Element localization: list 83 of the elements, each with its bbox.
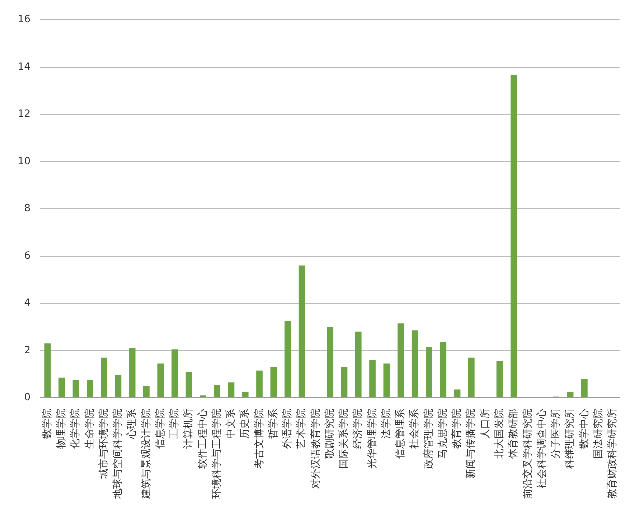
x-tick-label: 城市与环境学院 (98, 409, 110, 480)
x-tick-label: 分子医学所 (550, 409, 562, 459)
x-tick-label: 人口所 (479, 409, 492, 439)
x-tick-label: 前沿交叉学科研究院 (522, 409, 534, 499)
bar (256, 370, 263, 398)
x-tick-label: 科维理研究所 (564, 409, 576, 469)
bar (454, 390, 461, 398)
bar (582, 379, 588, 398)
x-tick-label: 生命学院 (84, 409, 96, 449)
bar (86, 380, 94, 398)
bar (398, 324, 404, 398)
x-tick-label: 中文系 (225, 409, 238, 439)
bar (327, 327, 334, 398)
y-tick-label: 12 (18, 109, 31, 120)
x-tick-label: 计算机所 (182, 409, 195, 449)
bar (228, 382, 235, 398)
bar (58, 378, 66, 398)
bar (567, 392, 574, 398)
x-tick-label: 马克思学院 (436, 409, 449, 459)
bar (115, 376, 122, 398)
bar (384, 364, 390, 398)
x-tick-label: 环境科学与工程学院 (210, 409, 223, 499)
bar (284, 321, 292, 398)
bar (440, 342, 447, 398)
bar (298, 266, 306, 398)
x-tick-label: 哲学系 (267, 409, 280, 439)
bar (129, 348, 136, 398)
x-tick-label: 北大国发院 (494, 409, 506, 459)
y-tick-label: 0 (24, 392, 31, 404)
x-tick-label: 法学院 (380, 409, 392, 439)
y-tick-label: 6 (24, 250, 31, 262)
x-tick-label: 考古文博学院 (253, 409, 266, 469)
x-tick-label: 艺术学院 (296, 409, 308, 449)
x-tick-label: 外语学院 (282, 409, 294, 449)
y-tick-label: 8 (24, 204, 31, 215)
bar (144, 386, 150, 398)
y-tick-label: 4 (24, 298, 31, 310)
x-tick-label: 经济学院 (352, 409, 364, 449)
x-tick-label: 政府管理学院 (422, 409, 435, 469)
bar (101, 358, 108, 398)
bar (412, 330, 418, 398)
x-tick-label: 软件工程中心 (196, 409, 209, 469)
bar (186, 372, 192, 398)
bar (158, 364, 164, 398)
x-tick-label: 国际关系学院 (338, 409, 350, 469)
y-tick-label: 10 (18, 156, 31, 168)
y-tick-label: 2 (24, 345, 31, 356)
x-tick-label: 光华管理学院 (366, 409, 378, 469)
x-tick-label: 新闻与传播学院 (465, 409, 478, 479)
bar (44, 344, 51, 398)
bar (510, 76, 518, 398)
x-tick-label: 社会科学调查中心 (536, 409, 548, 489)
x-tick-label: 教育学院 (451, 409, 464, 449)
bar (355, 332, 362, 398)
x-tick-label: 教育财政科学研究所 (606, 409, 619, 499)
bar (72, 380, 80, 398)
y-tick-label: 16 (18, 14, 31, 26)
x-tick-label: 数学院 (41, 409, 54, 439)
x-tick-label: 国法研究院 (592, 409, 604, 459)
bar (172, 350, 178, 398)
x-tick-label: 建筑与景观设计学院 (140, 409, 152, 500)
x-tick-label: 社会学系 (408, 409, 421, 449)
x-tick-label: 心理系 (126, 409, 138, 440)
x-tick-label: 工学院 (168, 409, 181, 439)
bar (370, 360, 376, 398)
bar (496, 361, 504, 398)
bar (214, 385, 221, 398)
x-tick-label: 歌剧研究院 (324, 409, 336, 459)
bar (270, 367, 278, 398)
x-tick-label: 物理学院 (56, 409, 68, 449)
x-tick-label: 化学学院 (70, 409, 82, 449)
y-tick-label: 14 (18, 62, 31, 73)
x-tick-label: 信息学院 (154, 409, 166, 449)
x-tick-label: 对外汉语教育学院 (310, 409, 322, 489)
bar (242, 392, 249, 398)
bar (341, 367, 348, 398)
x-tick-label: 数学中心 (578, 409, 590, 449)
x-tick-label: 体育教研部 (508, 409, 520, 459)
bar (426, 347, 432, 398)
x-tick-label: 历史系 (239, 409, 252, 439)
x-tick-label: 地球与空间科学学院 (112, 409, 124, 500)
bar (468, 358, 475, 398)
x-tick-label: 信息管理系 (394, 409, 407, 459)
